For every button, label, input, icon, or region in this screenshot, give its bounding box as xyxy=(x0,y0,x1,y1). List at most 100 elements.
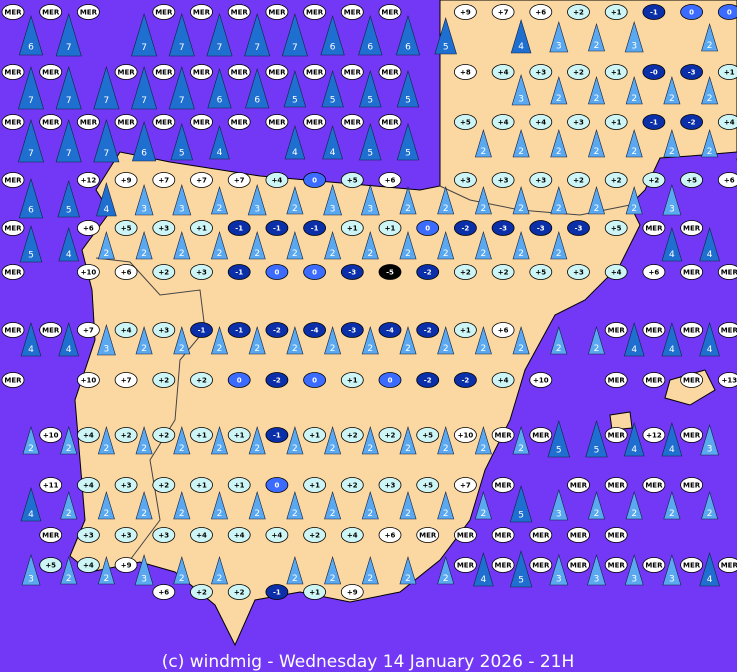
temperature: MER xyxy=(532,562,550,570)
wind-arrow xyxy=(209,124,230,160)
wind-arrow xyxy=(625,128,643,158)
temp-badge xyxy=(152,264,176,280)
wind-arrow xyxy=(701,22,719,52)
temp-badge xyxy=(491,527,515,543)
wind-speed: 2 xyxy=(66,444,72,454)
temperature: MER xyxy=(608,377,626,385)
temperature: +5 xyxy=(611,225,622,233)
wind-speed: 3 xyxy=(631,575,637,585)
temp-badge xyxy=(340,584,364,600)
temp-badge xyxy=(491,427,515,443)
temperature: MER xyxy=(193,119,211,127)
wind-speed: 5 xyxy=(405,95,411,105)
wind-arrow xyxy=(324,230,342,260)
temp-badge xyxy=(265,372,289,388)
temp-badge xyxy=(340,4,364,20)
wind-arrow xyxy=(60,425,78,455)
temp-badge xyxy=(529,172,553,188)
temp-badge xyxy=(491,477,515,493)
temp-badge xyxy=(77,372,100,388)
temp-badge xyxy=(529,527,553,543)
wind-arrow xyxy=(135,230,153,260)
temp-badge xyxy=(453,220,477,236)
temperature: +3 xyxy=(535,69,546,77)
temp-badge xyxy=(152,372,176,388)
temperature: +1 xyxy=(611,69,622,77)
wind-speed: 4 xyxy=(66,345,72,355)
temperature: MER xyxy=(4,69,22,77)
temperature: -4 xyxy=(386,327,394,335)
temp-badge xyxy=(567,477,590,493)
temp-badge xyxy=(604,64,628,80)
temp-badge xyxy=(378,220,402,236)
wind-arrow xyxy=(699,321,720,357)
temperature: MER xyxy=(683,562,701,570)
wind-arrow xyxy=(359,69,382,108)
wind-arrow xyxy=(474,490,492,520)
wind-speed: 3 xyxy=(594,575,600,585)
temp-badge xyxy=(114,64,138,80)
temperature: +4 xyxy=(196,532,207,540)
wind-speed: 2 xyxy=(669,509,675,519)
temperature: +1 xyxy=(385,225,396,233)
wind-speed: 2 xyxy=(669,94,675,104)
temp-badge xyxy=(227,584,251,600)
temp-badge xyxy=(265,584,289,600)
temperature: MER xyxy=(721,327,737,335)
wind-speed: 2 xyxy=(217,574,223,584)
temperature: +1 xyxy=(196,225,207,233)
temperature: +2 xyxy=(460,269,471,277)
temperature: +5 xyxy=(422,432,433,440)
temperature: +1 xyxy=(611,9,622,17)
temperature: 0 xyxy=(274,269,279,277)
temp-badge xyxy=(604,114,628,130)
wind-arrow xyxy=(474,425,492,455)
temp-badge xyxy=(491,114,515,130)
temp-badge xyxy=(114,114,138,130)
temp-badge xyxy=(340,322,364,338)
wind-speed: 4 xyxy=(707,575,713,585)
temperature: +1 xyxy=(196,432,207,440)
wind-arrow xyxy=(361,490,379,520)
temperature: MER xyxy=(570,532,588,540)
temp-badge xyxy=(152,64,176,80)
temp-badge xyxy=(152,427,176,443)
wind-speed: 2 xyxy=(594,204,600,214)
wind-arrow xyxy=(661,226,683,262)
temperature: MER xyxy=(306,119,324,127)
temp-badge xyxy=(77,264,100,280)
wind-arrow xyxy=(699,551,720,587)
wind-speed: 7 xyxy=(66,43,72,53)
temp-badge xyxy=(567,264,590,280)
temp-badge xyxy=(453,527,477,543)
temp-badge xyxy=(680,477,703,493)
wind-speed: 2 xyxy=(707,147,713,157)
temp-badge xyxy=(77,557,100,573)
wind-speed: 2 xyxy=(104,444,110,454)
temperature: +2 xyxy=(158,377,169,385)
temp-badge xyxy=(378,172,402,188)
wind-arrow xyxy=(399,230,417,260)
wind-speed: 2 xyxy=(141,344,147,354)
temp-badge xyxy=(717,64,737,80)
wind-arrow xyxy=(170,122,194,161)
wind-arrow xyxy=(210,325,229,355)
temp-badge xyxy=(529,4,553,20)
wind-speed: 6 xyxy=(141,149,147,159)
temp-badge xyxy=(265,264,289,280)
temperature: +4 xyxy=(498,119,509,127)
wind-arrow xyxy=(361,555,379,585)
temperature: +1 xyxy=(347,225,358,233)
temp-badge xyxy=(114,427,138,443)
wind-arrow xyxy=(399,425,417,455)
wind-speed: 2 xyxy=(481,249,487,259)
temp-badge xyxy=(604,557,628,573)
temperature: MER xyxy=(645,562,663,570)
wind-arrow xyxy=(399,490,417,520)
temp-badge xyxy=(152,114,176,130)
wind-arrow xyxy=(322,124,343,160)
temperature: +2 xyxy=(347,432,358,440)
temperature: 0 xyxy=(312,269,317,277)
wind-speed: 2 xyxy=(141,509,147,519)
temperature: +8 xyxy=(460,69,471,77)
